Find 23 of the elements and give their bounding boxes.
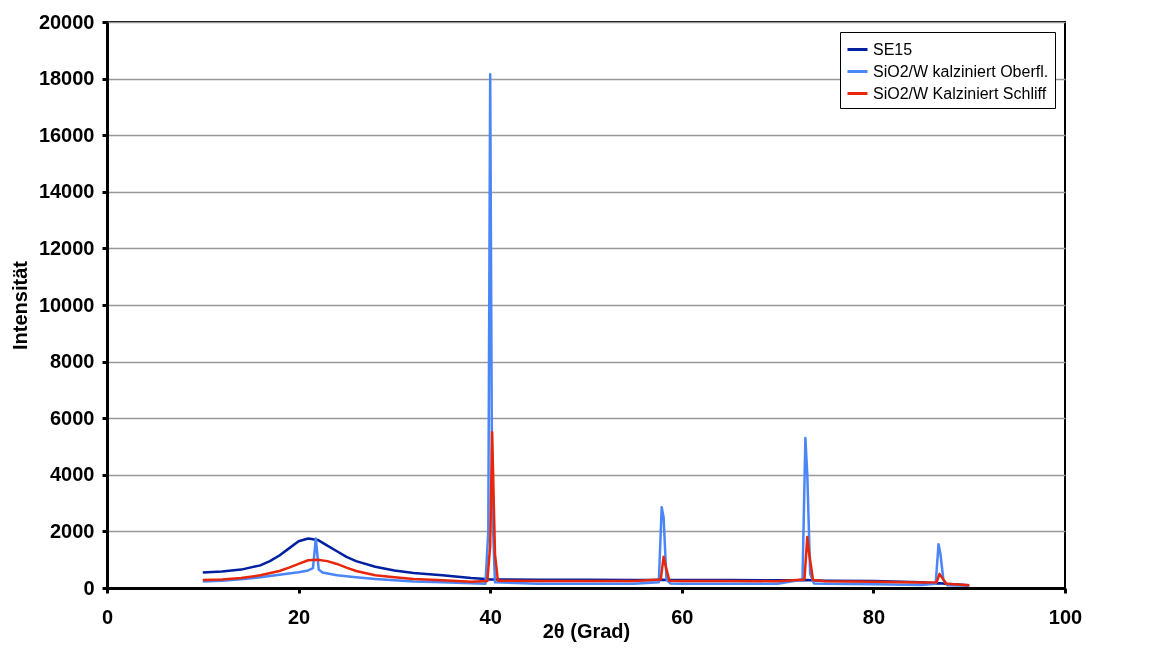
y-tick-label: 20000: [38, 10, 95, 33]
y-tick-label: 0: [83, 576, 95, 599]
x-tick-label: 0: [101, 605, 114, 628]
legend-label: SiO2/W kalziniert Oberfl.: [873, 62, 1049, 80]
x-tick-label: 20: [287, 605, 311, 628]
line-series: [201, 431, 971, 587]
legend-label: SiO2/W Kalziniert Schliff: [873, 84, 1047, 102]
x-axis-title: 2θ (Grad): [542, 619, 631, 642]
y-tick-label: 8000: [50, 350, 95, 373]
x-tick-label: 60: [671, 605, 694, 628]
y-tick-label: 2000: [50, 519, 95, 542]
y-tick-label: 12000: [38, 236, 95, 259]
legend-label: SE15: [873, 40, 913, 58]
y-tick-label: 14000: [38, 180, 95, 203]
y-tick-label: 18000: [38, 67, 95, 90]
y-tick-label: 6000: [50, 406, 95, 429]
x-tick-label: 80: [862, 605, 886, 628]
x-tick-label: 100: [1048, 605, 1083, 628]
y-tick-label: 4000: [50, 463, 95, 486]
y-tick-label: 16000: [38, 123, 95, 146]
x-tick-label: 40: [479, 605, 502, 628]
y-tick-label: 10000: [38, 293, 95, 316]
y-axis-title: Intensität: [8, 260, 31, 350]
